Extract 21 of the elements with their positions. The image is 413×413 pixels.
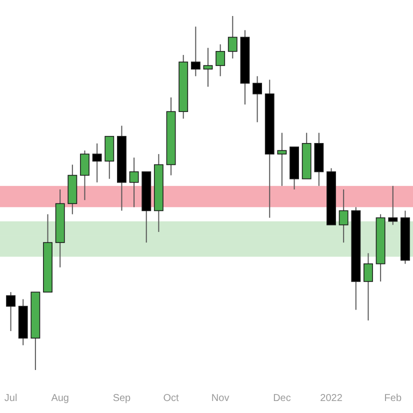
candlestick [364,252,373,321]
x-tick-label: Oct [163,393,180,404]
candlestick [252,76,262,123]
x-tick-label: Nov [211,393,230,404]
candlestick [388,185,398,226]
x-tick-label: Dec [273,393,291,404]
candlestick [338,188,348,244]
candlestick [129,157,139,208]
candlestick [6,292,16,332]
candlestick [80,150,90,201]
candlestick [203,47,213,88]
x-tick-label: Feb [384,393,402,404]
candlestick [216,44,226,77]
x-tick-label: Jul [4,393,18,404]
candlestick [92,142,102,183]
candlestick [190,26,200,77]
x-tick-label: 2022 [320,393,343,404]
x-tick-label: Aug [51,393,69,404]
candlestick [277,132,287,186]
x-tick-label: Sep [112,393,132,404]
candlestick [228,16,238,59]
